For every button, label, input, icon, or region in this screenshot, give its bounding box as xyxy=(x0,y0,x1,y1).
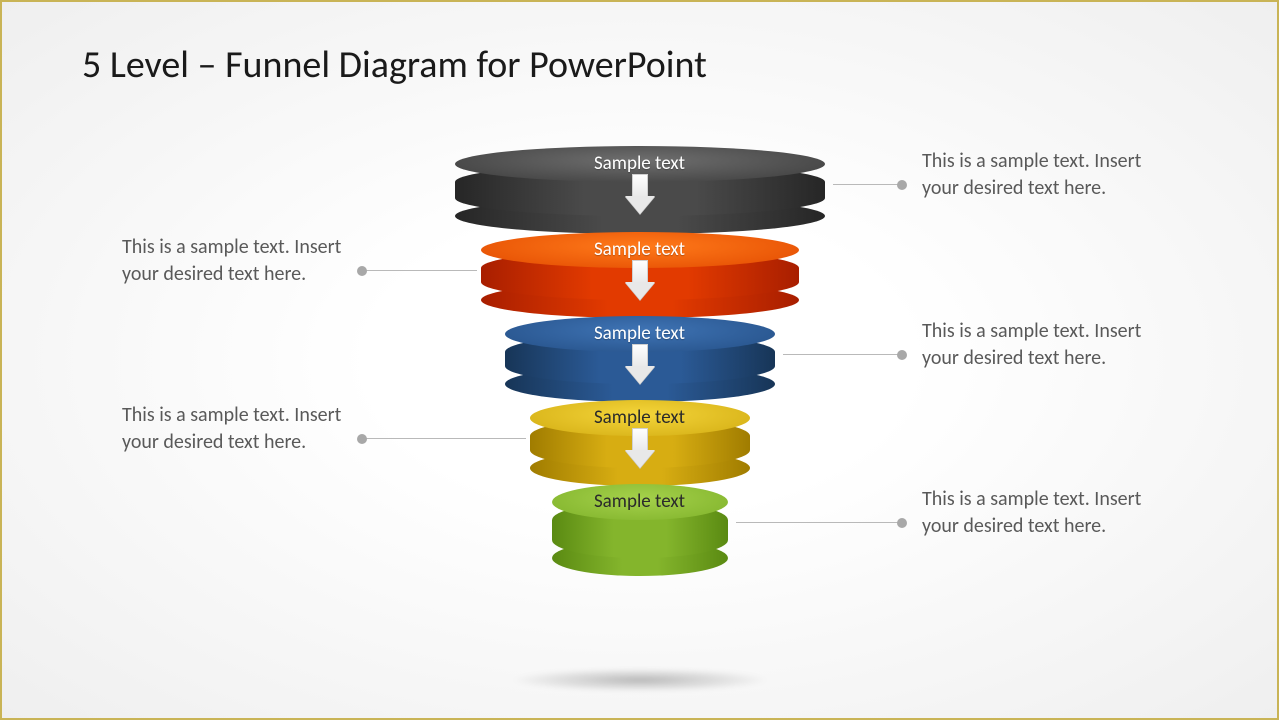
callout-text-3: This is a sample text. Insert your desir… xyxy=(922,318,1162,372)
connector-dot-icon xyxy=(897,180,907,190)
callout-connector xyxy=(362,438,526,439)
slide-title: 5 Level – Funnel Diagram for PowerPoint xyxy=(82,42,707,88)
down-arrow-icon xyxy=(625,344,655,386)
callout-connector xyxy=(833,184,903,185)
funnel-level-label: Sample text xyxy=(455,152,825,175)
funnel-level-label: Sample text xyxy=(552,490,728,513)
down-arrow-icon xyxy=(625,260,655,302)
funnel-level-label: Sample text xyxy=(481,238,799,261)
down-arrow-icon xyxy=(625,428,655,470)
callout-text-4: This is a sample text. Insert your desir… xyxy=(122,402,362,456)
funnel-diagram: Sample text This is a sample text. Insert… xyxy=(2,132,1277,718)
connector-dot-icon xyxy=(897,350,907,360)
callout-text-1: This is a sample text. Insert your desir… xyxy=(922,148,1162,202)
connector-dot-icon xyxy=(357,434,367,444)
funnel-level-label: Sample text xyxy=(505,322,775,345)
down-arrow-icon xyxy=(625,174,655,216)
connector-dot-icon xyxy=(897,518,907,528)
connector-dot-icon xyxy=(357,266,367,276)
callout-connector xyxy=(783,354,903,355)
funnel-shadow xyxy=(510,668,770,692)
callout-connector xyxy=(736,522,903,523)
funnel-level-label: Sample text xyxy=(530,406,750,429)
callout-text-5: This is a sample text. Insert your desir… xyxy=(922,486,1162,540)
callout-connector xyxy=(362,270,477,271)
callout-text-2: This is a sample text. Insert your desir… xyxy=(122,234,362,288)
